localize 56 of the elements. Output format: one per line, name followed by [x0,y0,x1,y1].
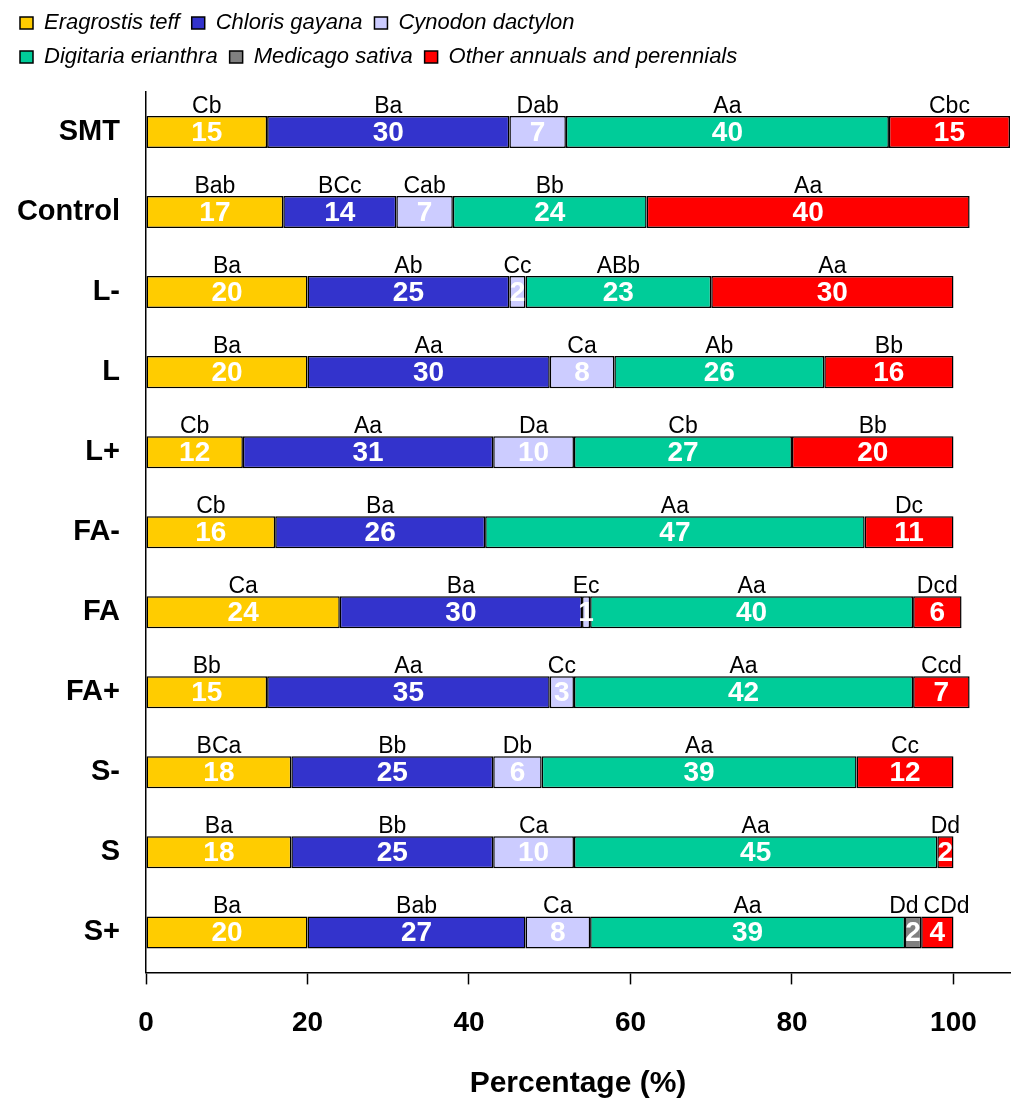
y-tick-label: S+ [83,914,120,947]
y-tick-label: FA+ [66,674,120,707]
data-label: 27 [400,916,433,948]
annotation: BCa [196,732,242,759]
annotation: Ca [543,892,573,919]
annotation: Aa [733,892,762,919]
data-label: 2 [905,916,921,948]
data-label: 12 [889,756,921,788]
annotation: Bab [396,892,437,919]
data-label: 39 [683,756,715,788]
x-tick-label: 40 [453,1005,485,1037]
y-tick-label: L- [92,274,120,307]
data-label: 25 [376,756,408,788]
annotation: CDd [923,892,970,919]
annotation: Dab [516,92,559,119]
data-label: 18 [203,836,235,868]
y-tick-label: S [100,834,120,867]
x-tick-label: 80 [776,1005,808,1037]
annotation: Bb [378,732,407,759]
x-tick-label: 20 [291,1005,324,1037]
legend-label: Digitaria erianthra [44,43,218,69]
y-tick-label: FA [82,594,121,627]
annotation: Ba [204,812,234,839]
y-tick-label: SMT [58,114,121,147]
x-axis-title: Percentage (%) [469,1065,687,1099]
legend-label: Medicago sativa [253,43,413,69]
y-tick-label: L+ [85,434,120,467]
annotation: Aa [741,812,770,839]
x-tick-label: 0 [138,1005,154,1037]
y-tick-label: Control [16,194,120,227]
legend-label: Cynodon dactylon [398,9,575,35]
y-tick-label: S- [91,754,120,787]
data-label: 39 [731,916,764,948]
y-tick-label: L [102,354,120,387]
annotation: Aa [685,732,714,759]
data-label: 20 [211,916,243,948]
data-label: 25 [376,836,408,868]
y-tick-label: FA- [73,514,120,547]
x-tick-label: 60 [614,1005,647,1037]
annotation: Cab [403,172,446,199]
annotation: Ba [212,892,242,919]
annotation: Bb [378,812,407,839]
data-label: 45 [740,836,772,868]
annotation: Ca [518,812,549,839]
x-tick-label: 100 [930,1005,977,1037]
legend-label: Eragrostis teff [44,9,183,35]
data-label: 4 [929,916,946,948]
annotation: Db [502,732,533,759]
annotation: Dd [930,812,961,839]
annotation: Da [518,412,549,439]
legend-label: Chloris gayana [215,9,363,35]
legend-label: Other annuals and perennials [448,43,738,69]
annotation: Dd [889,892,919,919]
data-label: 18 [203,756,235,788]
annotation: Cc [890,732,920,759]
annotation: Ca [567,332,597,359]
